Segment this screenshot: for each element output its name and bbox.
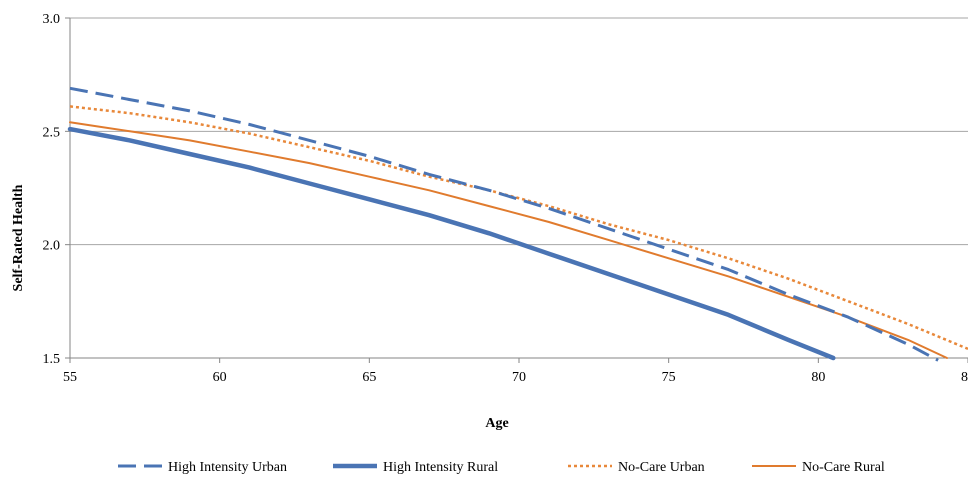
series-line-high-intensity-rural [67,126,836,361]
series-layer [67,86,968,362]
x-tick-label: 70 [512,370,526,385]
x-axis-title: Age [485,416,508,431]
y-axis-title: Self-Rated Health [11,184,26,291]
x-tick-label: 65 [362,370,376,385]
x-tick-label: 75 [662,370,676,385]
legend-label: High Intensity Rural [383,460,498,475]
x-tick-label: 80 [811,370,825,385]
legend: High Intensity Urban High Intensity Rural… [118,460,885,475]
x-tick-label: 55 [63,370,77,385]
y-tick-label: 2.5 [43,125,61,140]
legend-label: No-Care Rural [802,460,885,475]
x-tick-label: 60 [213,370,227,385]
legend-label: No-Care Urban [618,460,705,475]
series-line-high-intensity-urban [69,86,939,362]
axes [65,17,968,363]
x-tick-label: 85 [961,370,968,385]
x-tick-labels: 55 60 65 70 75 80 85 [63,370,968,385]
legend-label: High Intensity Urban [168,460,287,475]
y-tick-label: 2.0 [43,239,61,254]
series-line-no-care-urban [69,105,968,351]
y-tick-label: 1.5 [43,352,61,367]
y-tick-labels: 1.5 2.0 2.5 3.0 [43,12,61,367]
gridlines [70,17,968,359]
y-tick-label: 3.0 [43,12,61,27]
